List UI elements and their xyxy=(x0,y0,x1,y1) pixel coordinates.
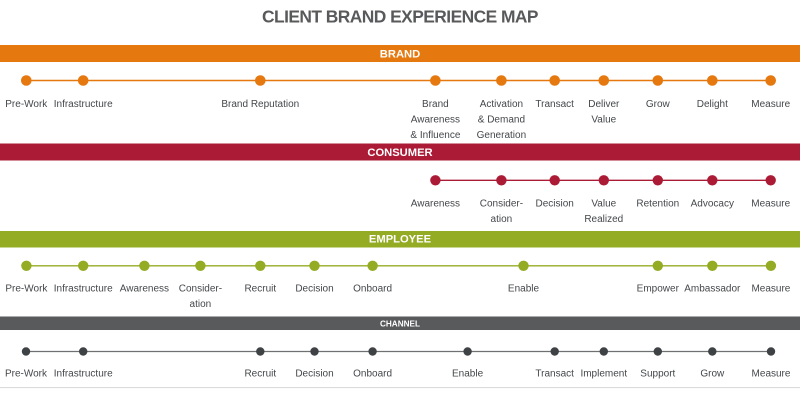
svg-text:Measure: Measure xyxy=(752,369,791,380)
svg-text:Enable: Enable xyxy=(452,369,484,380)
svg-text:Grow: Grow xyxy=(700,369,725,380)
svg-text:Infrastructure: Infrastructure xyxy=(54,369,113,380)
svg-text:Transact: Transact xyxy=(535,99,574,110)
svg-text:Awareness: Awareness xyxy=(120,284,169,295)
svg-text:Delight: Delight xyxy=(697,99,728,110)
svg-text:Ambassador: Ambassador xyxy=(684,284,741,295)
svg-text:Decision: Decision xyxy=(295,369,333,380)
svg-text:Pre-Work: Pre-Work xyxy=(5,369,48,380)
svg-text:Advocacy: Advocacy xyxy=(691,199,734,210)
svg-text:CONSUMER: CONSUMER xyxy=(367,147,432,159)
svg-text:Pre-Work: Pre-Work xyxy=(5,99,48,110)
svg-text:Transact: Transact xyxy=(535,369,574,380)
svg-text:Recruit: Recruit xyxy=(244,284,276,295)
svg-text:Grow: Grow xyxy=(646,99,671,110)
svg-text:Empower: Empower xyxy=(637,284,680,295)
svg-text:Decision: Decision xyxy=(536,199,574,210)
svg-text:Infrastructure: Infrastructure xyxy=(54,284,113,295)
svg-text:Enable: Enable xyxy=(508,284,540,295)
svg-text:Onboard: Onboard xyxy=(353,369,392,380)
svg-text:Measure: Measure xyxy=(751,284,790,295)
svg-text:EMPLOYEE: EMPLOYEE xyxy=(369,234,432,246)
svg-text:Retention: Retention xyxy=(636,199,679,210)
svg-text:Support: Support xyxy=(640,369,675,380)
svg-text:BRAND: BRAND xyxy=(380,48,420,60)
svg-text:Awareness: Awareness xyxy=(411,199,460,210)
svg-text:Implement: Implement xyxy=(580,369,627,380)
svg-text:CLIENT BRAND EXPERIENCE MAP: CLIENT BRAND EXPERIENCE MAP xyxy=(262,6,538,26)
svg-text:Infrastructure: Infrastructure xyxy=(54,99,113,110)
svg-text:Pre-Work: Pre-Work xyxy=(5,284,48,295)
svg-text:Brand Reputation: Brand Reputation xyxy=(221,99,299,110)
svg-text:Decision: Decision xyxy=(295,284,333,295)
svg-text:Measure: Measure xyxy=(751,99,790,110)
svg-text:Recruit: Recruit xyxy=(244,369,276,380)
svg-text:Onboard: Onboard xyxy=(353,284,392,295)
svg-text:CHANNEL: CHANNEL xyxy=(380,319,420,328)
svg-text:Measure: Measure xyxy=(751,199,790,210)
